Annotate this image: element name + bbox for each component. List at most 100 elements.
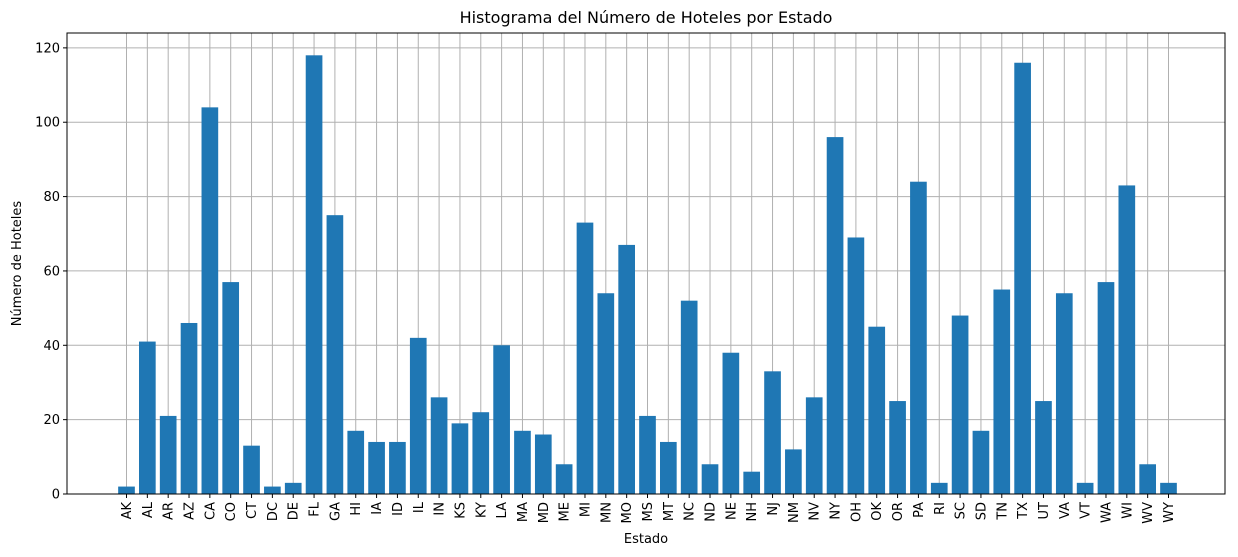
bar-mi [576, 222, 594, 494]
x-tick-label: NE [724, 502, 739, 520]
x-tick-label: NY [829, 502, 844, 520]
x-tick-label: WY [1162, 502, 1177, 523]
bar-sc [951, 315, 969, 494]
bar-sd [972, 430, 990, 494]
x-tick-label: VT [1079, 502, 1094, 519]
x-tick-label: AZ [183, 502, 198, 520]
x-tick-label: NV [808, 502, 823, 521]
bar-md [534, 434, 552, 494]
x-axis-label: Estado [624, 532, 668, 547]
bar-la [493, 345, 510, 494]
bar-de [284, 482, 302, 494]
bar-va [1055, 293, 1073, 494]
x-tick-label: LA [495, 502, 510, 519]
bar-ms [639, 415, 656, 494]
x-tick-label: MN [599, 502, 614, 523]
bar-ma [514, 430, 531, 494]
bar-vt [1076, 482, 1094, 494]
x-tick-label: IN [433, 502, 448, 516]
x-tick-label: OH [849, 502, 864, 522]
bar-az [180, 322, 198, 494]
bar-wa [1097, 282, 1115, 494]
bar-nj [764, 371, 781, 494]
x-tick-label: NH [745, 502, 760, 522]
bar-ca [201, 107, 219, 495]
x-tick-label: ID [391, 502, 406, 516]
bar-id [389, 441, 406, 494]
bar-ri [930, 482, 948, 494]
x-tick-label: TN [995, 502, 1010, 521]
x-tick-label: OK [870, 502, 885, 521]
bar-co [222, 282, 240, 494]
x-tick-label: KS [453, 502, 468, 519]
bar-tn [993, 289, 1011, 494]
bar-ne [722, 352, 740, 494]
bar-mn [597, 293, 615, 494]
y-tick-label: 80 [43, 190, 60, 205]
x-tick-label: MO [620, 502, 635, 523]
bar-mo [618, 244, 635, 494]
x-tick-label: TX [1016, 502, 1031, 520]
bar-ar [159, 415, 177, 494]
x-tick-label: MT [662, 502, 677, 521]
x-tick-label: AL [141, 501, 156, 518]
bar-wi [1118, 185, 1136, 494]
y-tick-label: 40 [43, 339, 60, 354]
y-tick-label: 60 [43, 264, 60, 279]
bar-ut [1035, 401, 1052, 494]
y-tick-label: 20 [43, 413, 60, 428]
bars [118, 55, 1177, 495]
bar-ok [868, 326, 886, 494]
x-tick-label: NJ [766, 502, 781, 516]
x-tick-label: AK [120, 502, 135, 520]
x-tick-label: IL [412, 501, 427, 513]
x-tick-label: NC [683, 502, 698, 521]
bar-ny [826, 137, 844, 494]
bar-nm [785, 449, 802, 494]
y-tick-label: 0 [52, 488, 60, 503]
x-axis-ticks: AK AL AR AZ CA CO CT DC DE FL GA HI IA ID IL IN KS KY LA MA… [120, 494, 1177, 524]
x-tick-label: UT [1037, 502, 1052, 520]
x-tick-label: NM [787, 502, 802, 523]
bar-pa [910, 181, 927, 495]
bar-al [139, 341, 156, 494]
bar-mt [660, 441, 677, 494]
x-tick-label: WV [1141, 502, 1156, 524]
x-tick-label: FL [308, 501, 323, 516]
x-tick-label: VA [1058, 502, 1073, 519]
bar-ak [118, 486, 135, 494]
x-tick-label: WI [1120, 502, 1135, 519]
bar-dc [264, 486, 281, 494]
x-tick-label: PA [912, 502, 927, 518]
bar-ia [368, 441, 385, 494]
x-tick-label: MI [578, 502, 593, 517]
x-tick-label: RI [933, 502, 948, 515]
bar-nd [701, 464, 719, 494]
x-tick-label: MD [537, 502, 552, 523]
x-tick-label: MA [516, 502, 531, 522]
x-tick-label: GA [328, 502, 343, 521]
bar-wv [1139, 464, 1156, 494]
x-tick-label: CO [224, 502, 239, 521]
x-tick-label: DE [287, 502, 302, 520]
bar-il [409, 337, 427, 494]
bar-me [555, 464, 573, 494]
x-tick-label: WA [1099, 502, 1114, 523]
bar-nv [805, 397, 823, 494]
bar-ky [472, 412, 490, 494]
bar-ks [451, 423, 469, 494]
bar-ct [243, 445, 260, 494]
y-tick-label: 100 [35, 116, 60, 131]
x-tick-label: SD [974, 502, 989, 520]
bar-tx [1014, 62, 1031, 494]
bar-oh [847, 237, 865, 494]
x-tick-label: ME [558, 502, 573, 521]
x-tick-label: DC [266, 502, 281, 521]
bar-nh [743, 471, 761, 494]
x-tick-label: IA [370, 502, 385, 515]
x-tick-label: KY [474, 502, 489, 518]
x-tick-label: CT [245, 502, 260, 519]
bar-nc [680, 300, 698, 494]
x-tick-label: MS [641, 502, 656, 521]
